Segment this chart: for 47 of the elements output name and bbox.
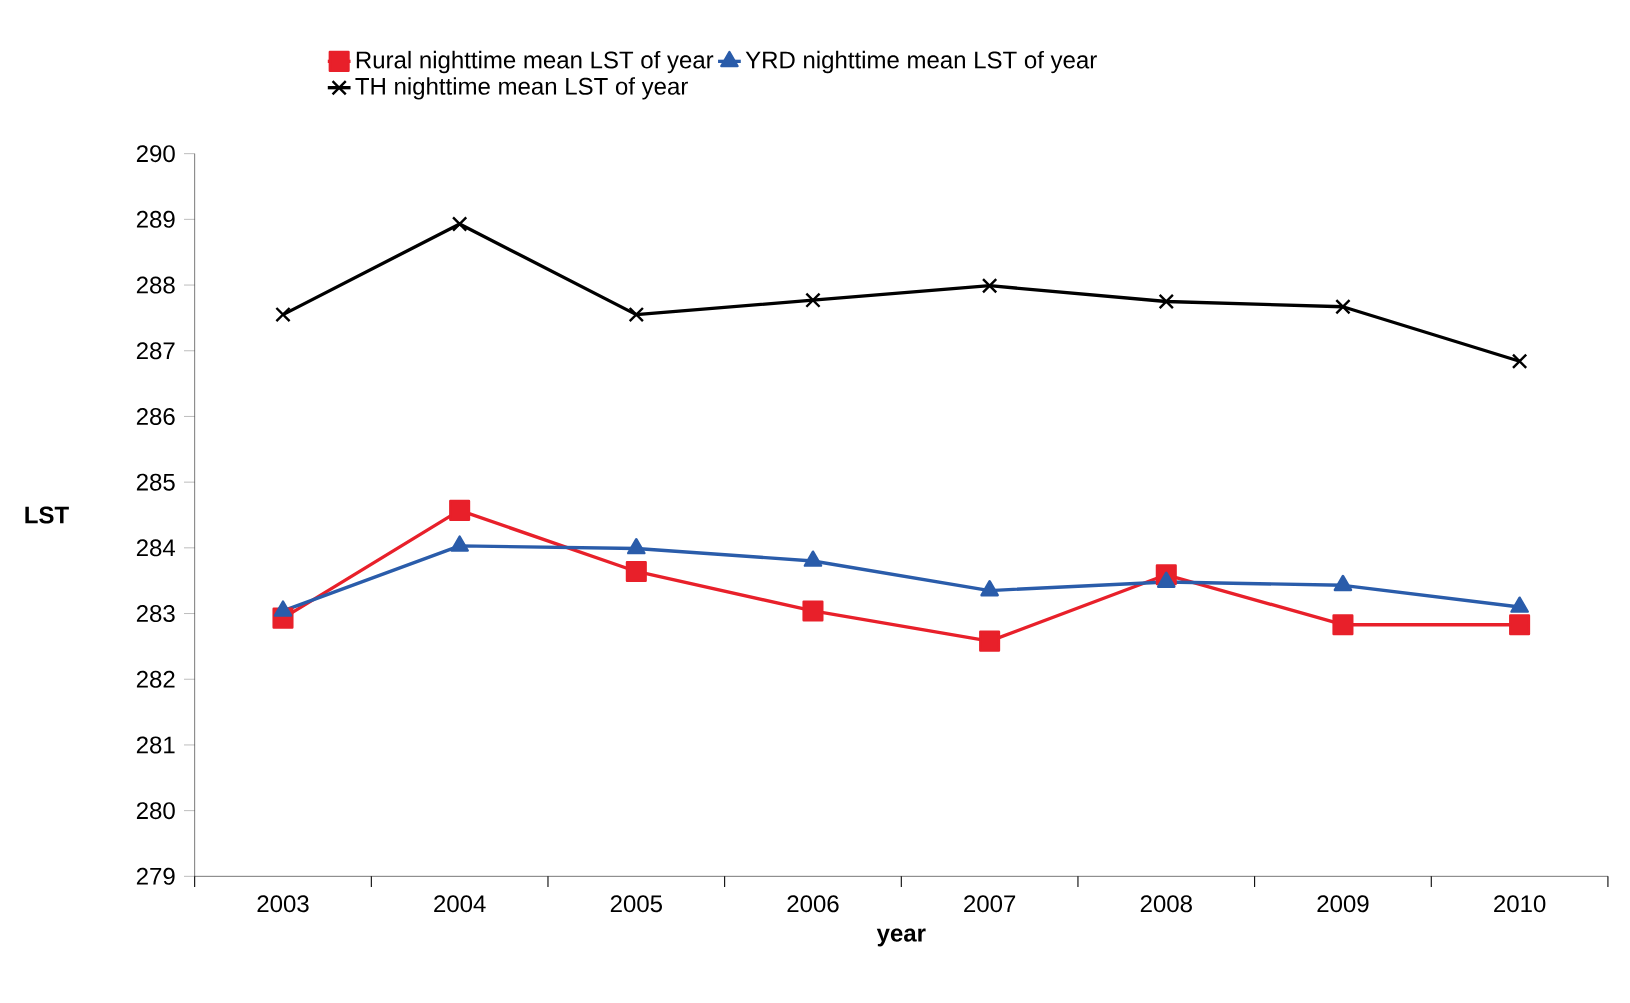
y-tick-label: 288	[136, 276, 175, 294]
point	[1509, 614, 1531, 636]
point	[628, 306, 645, 323]
point	[803, 550, 823, 567]
legend-label: YRD nighttime mean LST of year	[745, 50, 1097, 74]
x-tick-label: 2007	[964, 895, 1016, 913]
x-tick-label: 2005	[610, 895, 662, 913]
y-tick-label: 283	[136, 605, 175, 623]
point	[981, 277, 998, 294]
legend-label: TH nighttime mean LST of year	[355, 77, 688, 100]
y-axis-title: LST	[25, 506, 69, 524]
point	[1332, 614, 1354, 636]
point	[1333, 574, 1353, 592]
point	[1157, 571, 1176, 588]
point	[802, 600, 824, 622]
point	[449, 499, 471, 521]
point	[625, 560, 647, 583]
point	[627, 537, 646, 555]
x-tick-label: 2003	[257, 895, 309, 913]
y-tick-label: 290	[136, 145, 175, 163]
point	[1335, 298, 1351, 315]
legend-label: Rural nighttime mean LST of year	[356, 50, 714, 74]
y-tick-label: 287	[136, 342, 175, 360]
y-tick-label: 286	[136, 407, 175, 425]
point	[451, 216, 468, 232]
point	[275, 306, 291, 323]
y-tick-label: 285	[136, 473, 175, 491]
x-tick-label: 2006	[787, 895, 839, 913]
x-tick-label: 2008	[1140, 895, 1192, 913]
x-tick-label: 2004	[434, 895, 486, 913]
y-tick-label: 281	[136, 736, 175, 754]
point	[1511, 353, 1528, 370]
point	[979, 630, 1001, 652]
y-tick-label: 289	[136, 210, 175, 228]
point	[273, 600, 293, 617]
y-tick-label: 284	[136, 539, 176, 557]
point	[805, 292, 821, 308]
point	[1510, 596, 1529, 613]
y-tick-label: 280	[136, 802, 175, 820]
point	[450, 535, 469, 552]
x-tick-label: 2009	[1317, 895, 1369, 913]
y-tick-label: 282	[136, 670, 175, 688]
x-axis-title: year	[876, 928, 926, 947]
point	[980, 580, 999, 597]
y-tick-label: 279	[136, 867, 175, 885]
point	[1158, 293, 1175, 310]
x-tick-label: 2010	[1494, 895, 1546, 913]
